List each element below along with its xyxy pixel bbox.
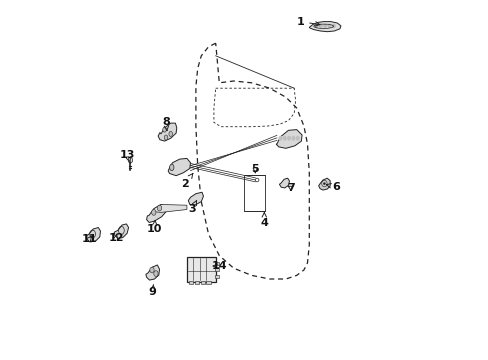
Bar [244, 175, 265, 211]
Ellipse shape [163, 127, 166, 132]
Ellipse shape [327, 24, 330, 28]
Text: 13: 13 [120, 150, 135, 163]
Polygon shape [146, 204, 166, 222]
Text: 7: 7 [287, 183, 295, 193]
Polygon shape [86, 228, 101, 242]
Ellipse shape [296, 136, 299, 140]
Text: 2: 2 [181, 174, 192, 189]
Text: 3: 3 [188, 201, 196, 214]
Bar [215, 262, 218, 265]
Ellipse shape [149, 267, 154, 273]
Ellipse shape [255, 178, 258, 182]
Polygon shape [279, 178, 289, 188]
Ellipse shape [315, 24, 317, 28]
Ellipse shape [332, 24, 334, 28]
Ellipse shape [292, 136, 294, 140]
Ellipse shape [151, 210, 156, 215]
Polygon shape [309, 22, 340, 32]
Text: 6: 6 [326, 182, 340, 192]
Polygon shape [158, 123, 177, 141]
Text: 12: 12 [108, 233, 123, 243]
Ellipse shape [153, 271, 158, 276]
Ellipse shape [279, 136, 281, 140]
Polygon shape [153, 204, 186, 212]
Polygon shape [145, 265, 159, 280]
Ellipse shape [287, 136, 290, 140]
Text: 5: 5 [251, 164, 259, 174]
Text: 8: 8 [162, 117, 169, 131]
Bar [189, 281, 193, 284]
Bar [186, 257, 216, 282]
Bar [200, 281, 204, 284]
Text: 1: 1 [296, 17, 319, 27]
Ellipse shape [168, 131, 172, 136]
Polygon shape [188, 192, 203, 205]
Bar [215, 275, 218, 278]
Text: 9: 9 [148, 284, 156, 297]
Text: 4: 4 [260, 212, 268, 228]
Ellipse shape [169, 164, 174, 171]
Polygon shape [114, 224, 128, 238]
Ellipse shape [283, 136, 285, 140]
Text: 11: 11 [81, 234, 97, 244]
Ellipse shape [164, 135, 167, 140]
Ellipse shape [157, 205, 162, 211]
Polygon shape [168, 158, 190, 176]
Bar [194, 281, 199, 284]
Text: 10: 10 [146, 220, 162, 234]
Ellipse shape [323, 24, 325, 28]
Text: 14: 14 [211, 261, 226, 271]
Bar [206, 281, 210, 284]
Ellipse shape [319, 24, 322, 28]
Bar [215, 267, 218, 271]
Polygon shape [276, 130, 302, 148]
Polygon shape [318, 178, 329, 190]
Ellipse shape [128, 157, 132, 163]
Ellipse shape [323, 183, 325, 185]
